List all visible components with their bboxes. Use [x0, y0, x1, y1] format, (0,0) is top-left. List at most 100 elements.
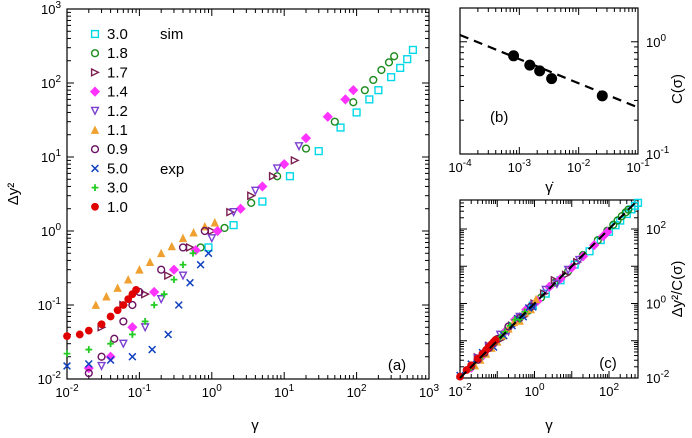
- panel-a-point-sim-5: [189, 228, 198, 237]
- panel-a-point-exp-9: [119, 301, 128, 309]
- panel-a-point-exp-7: [164, 330, 173, 339]
- panel-a-point-exp-9: [132, 285, 140, 294]
- panel-a-point-exp-8: [141, 318, 149, 325]
- panel-b-tag: (b): [490, 109, 508, 126]
- panel-a-point-sim-1: [301, 144, 311, 153]
- panel-a-point-exp-8: [189, 249, 197, 257]
- legend-marker-7: [91, 164, 99, 173]
- panel-b-point: [524, 59, 536, 71]
- panel-c-point-4: [541, 285, 551, 295]
- panel-a-xtick-label: 10-2: [55, 383, 79, 400]
- panel-c-points: [456, 198, 643, 381]
- panel-a-point-sim-6: [84, 369, 93, 378]
- panel-c-point-5: [531, 294, 541, 304]
- panel-a-point-sim-1: [369, 75, 378, 85]
- panel-a-point-sim-1: [220, 223, 229, 233]
- panel-a-point-exp-9: [124, 295, 133, 304]
- panel-a-point-sim-6: [97, 352, 106, 361]
- panel-c-ytick-label: 100: [646, 294, 666, 311]
- panel-a-point-sim-0: [365, 95, 374, 104]
- panel-a-point-sim-1: [349, 98, 358, 107]
- legend-group-sim: sim: [160, 26, 183, 43]
- panel-a-tag: (a): [388, 357, 406, 374]
- panel-a-point-sim-0: [314, 147, 323, 156]
- panel-a-point-exp-9: [113, 306, 122, 315]
- panel-a-point-sim-0: [387, 73, 396, 82]
- panel-b-ytick-label: 100: [646, 33, 666, 50]
- legend-label-9: 1.0: [107, 199, 128, 216]
- panel-a-point-sim-5: [156, 248, 166, 258]
- legend-label-2: 1.7: [107, 64, 128, 81]
- panel-c-ticks: 10-2 100 102 10-2 100 102: [448, 199, 670, 399]
- panel-a-point-sim-0: [285, 172, 295, 181]
- panel-a-point-sim-6: [128, 300, 137, 310]
- legend-label-5: 1.1: [107, 122, 128, 139]
- legend-marker-0: [90, 29, 100, 39]
- legend-label-1: 1.8: [107, 45, 128, 62]
- panel-a-point-sim-0: [352, 108, 361, 117]
- panel-a-point-sim-2: [247, 191, 257, 201]
- panel-a-point-sim-2: [290, 155, 300, 165]
- panel-a-point-sim-3: [348, 85, 359, 96]
- panel-c-tag: (c): [599, 355, 617, 372]
- panel-a-point-sim-4: [97, 361, 107, 371]
- panel-a-ytick-label: 100: [41, 222, 61, 239]
- panel-a-xtick-label: 102: [347, 383, 367, 400]
- legend-label-0: 3.0: [107, 26, 128, 43]
- panel-a-point-exp-7: [204, 249, 213, 258]
- panel-c-point-4: [574, 255, 584, 265]
- panel-c-xtick-label: 10-2: [448, 382, 472, 399]
- panel-a-point-sim-0: [403, 55, 412, 64]
- panel-b-point: [596, 90, 608, 102]
- panel-a-point-sim-5: [102, 292, 111, 301]
- panel-c-ytick-label: 102: [646, 220, 666, 237]
- panel-a-point-sim-6: [178, 243, 188, 252]
- panel-a-point-sim-1: [360, 86, 369, 95]
- panel-a-point-sim-2: [164, 271, 174, 281]
- panel-a-xtick-label: 10-1: [128, 383, 152, 400]
- panel-a-point-sim-4: [250, 186, 260, 196]
- panel-a-point-exp-8: [160, 290, 168, 298]
- panel-a-point-sim-5: [145, 257, 155, 266]
- panel-a-point-sim-5: [113, 283, 122, 292]
- panel-a-point-exp-8: [179, 261, 187, 269]
- panel-a-point-exp-7: [63, 362, 71, 370]
- panel-b-ytick-label: 10-1: [646, 145, 670, 162]
- panel-b-point: [546, 73, 558, 85]
- panel-a-point-exp-8: [150, 301, 158, 309]
- panel-a-point-sim-0: [229, 221, 238, 230]
- panel-a-point-sim-3: [300, 133, 312, 144]
- panel-a-point-sim-1: [247, 198, 256, 207]
- panel-a-point-exp-8: [128, 331, 136, 338]
- panel-a-point-sim-5: [135, 265, 144, 274]
- panel-a-point-sim-4: [294, 142, 304, 152]
- panel-a-xtick-label: 103: [419, 383, 439, 400]
- panel-c-xtick-label: 100: [524, 382, 544, 399]
- panel-a-point-sim-4: [140, 323, 150, 333]
- legend-label-3: 1.4: [107, 84, 128, 101]
- panel-a-point-sim-5: [91, 300, 101, 309]
- panel-c-point-1: [624, 205, 633, 214]
- panel-b-ylabel: C(σ): [669, 74, 686, 104]
- panel-c-point-0: [541, 289, 550, 298]
- panel-a-point-sim-4: [156, 295, 166, 305]
- panel-c-xlabel: γ: [545, 417, 553, 434]
- panel-a-point-sim-3: [322, 111, 333, 122]
- legend-marker-1: [90, 49, 100, 58]
- panel-a-point-sim-4: [118, 339, 128, 349]
- panel-a-point-exp-7: [106, 356, 115, 365]
- panel-a-point-exp-7: [128, 352, 137, 361]
- panel-a-point-exp-8: [85, 346, 93, 353]
- panel-a-point-sim-1: [390, 52, 399, 61]
- panel-c: 10-2 100 102 10-2 100 102 (c) γ Δy²/C(σ): [448, 198, 686, 434]
- panel-a-point-sim-5: [123, 275, 133, 284]
- panel-c-ylabel: Δy²/C(σ): [669, 261, 686, 318]
- panel-c-frame: [459, 199, 639, 379]
- panel-a-frame: [66, 8, 430, 380]
- panel-a-point-exp-9: [97, 320, 106, 329]
- legend-group-exp: exp: [160, 161, 184, 178]
- panel-b-fit-line: [459, 33, 639, 109]
